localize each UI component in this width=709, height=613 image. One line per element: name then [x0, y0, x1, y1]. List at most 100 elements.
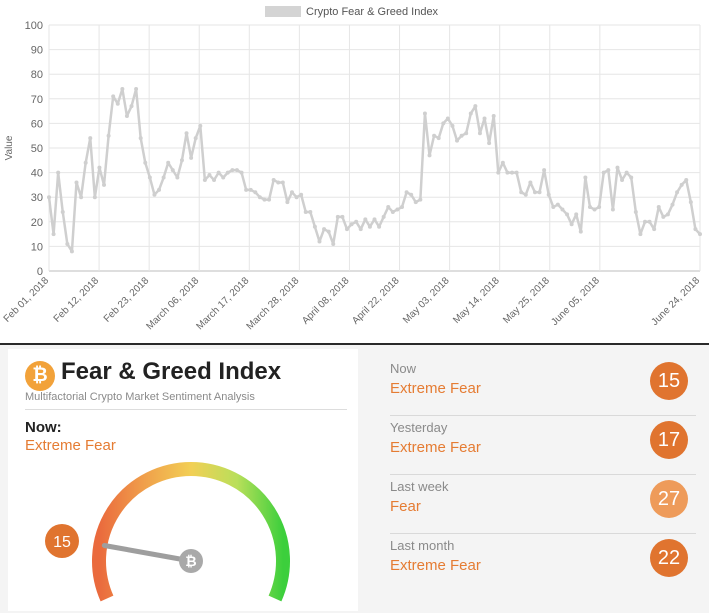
data-point[interactable]: [102, 182, 107, 187]
data-point[interactable]: [225, 170, 230, 175]
data-point[interactable]: [267, 197, 272, 202]
data-point[interactable]: [147, 175, 152, 180]
data-point[interactable]: [578, 229, 583, 234]
data-point[interactable]: [230, 168, 235, 173]
data-point[interactable]: [166, 160, 171, 165]
data-point[interactable]: [253, 190, 258, 195]
data-point[interactable]: [244, 187, 249, 192]
data-point[interactable]: [583, 175, 588, 180]
data-point[interactable]: [665, 212, 670, 217]
data-point[interactable]: [354, 219, 359, 224]
data-point[interactable]: [239, 170, 244, 175]
data-point[interactable]: [88, 136, 93, 141]
data-point[interactable]: [212, 177, 217, 182]
data-point[interactable]: [317, 239, 322, 244]
data-point[interactable]: [262, 197, 267, 202]
data-point[interactable]: [675, 190, 680, 195]
data-point[interactable]: [647, 219, 652, 224]
data-point[interactable]: [179, 158, 184, 163]
data-point[interactable]: [276, 180, 281, 185]
data-point[interactable]: [60, 209, 65, 214]
data-point[interactable]: [216, 170, 221, 175]
data-point[interactable]: [491, 114, 496, 119]
data-point[interactable]: [569, 222, 574, 227]
data-point[interactable]: [477, 131, 482, 136]
data-point[interactable]: [234, 168, 239, 173]
data-point[interactable]: [629, 175, 634, 180]
data-point[interactable]: [459, 133, 464, 138]
data-point[interactable]: [652, 227, 657, 232]
data-point[interactable]: [134, 86, 139, 91]
data-point[interactable]: [248, 187, 253, 192]
data-point[interactable]: [638, 232, 643, 237]
data-point[interactable]: [285, 200, 290, 205]
data-point[interactable]: [193, 136, 198, 141]
data-point[interactable]: [455, 138, 460, 143]
data-point[interactable]: [289, 190, 294, 195]
data-point[interactable]: [175, 175, 180, 180]
data-point[interactable]: [528, 180, 533, 185]
data-point[interactable]: [574, 212, 579, 217]
data-point[interactable]: [189, 155, 194, 160]
data-point[interactable]: [661, 214, 666, 219]
data-point[interactable]: [537, 190, 542, 195]
data-point[interactable]: [542, 168, 547, 173]
data-point[interactable]: [349, 222, 354, 227]
data-point[interactable]: [299, 192, 304, 197]
data-point[interactable]: [308, 209, 313, 214]
data-point[interactable]: [377, 224, 382, 229]
data-point[interactable]: [496, 170, 501, 175]
data-point[interactable]: [500, 160, 505, 165]
data-point[interactable]: [601, 170, 606, 175]
data-point[interactable]: [74, 180, 79, 185]
data-point[interactable]: [97, 165, 102, 170]
data-point[interactable]: [409, 192, 414, 197]
data-point[interactable]: [487, 141, 492, 146]
data-point[interactable]: [92, 195, 97, 200]
data-point[interactable]: [400, 205, 405, 210]
data-point[interactable]: [335, 214, 340, 219]
data-point[interactable]: [198, 123, 203, 128]
data-point[interactable]: [83, 160, 88, 165]
data-point[interactable]: [344, 227, 349, 232]
data-point[interactable]: [111, 94, 116, 99]
data-point[interactable]: [551, 205, 556, 210]
data-point[interactable]: [615, 165, 620, 170]
data-point[interactable]: [620, 177, 625, 182]
data-point[interactable]: [656, 205, 661, 210]
data-point[interactable]: [404, 190, 409, 195]
data-point[interactable]: [161, 175, 166, 180]
data-point[interactable]: [157, 187, 162, 192]
data-point[interactable]: [303, 209, 308, 214]
data-point[interactable]: [202, 177, 207, 182]
data-point[interactable]: [606, 168, 611, 173]
data-point[interactable]: [56, 170, 61, 175]
data-point[interactable]: [519, 190, 524, 195]
data-point[interactable]: [170, 168, 175, 173]
data-point[interactable]: [418, 197, 423, 202]
data-point[interactable]: [47, 195, 51, 200]
data-point[interactable]: [441, 121, 446, 126]
data-point[interactable]: [473, 104, 478, 109]
data-point[interactable]: [124, 114, 129, 119]
data-point[interactable]: [532, 190, 537, 195]
data-point[interactable]: [468, 111, 473, 116]
data-point[interactable]: [610, 207, 615, 212]
data-point[interactable]: [115, 101, 120, 106]
data-point[interactable]: [280, 180, 285, 185]
data-point[interactable]: [51, 232, 56, 237]
data-point[interactable]: [207, 173, 212, 178]
data-point[interactable]: [271, 177, 276, 182]
data-point[interactable]: [679, 182, 684, 187]
data-point[interactable]: [340, 214, 345, 219]
data-point[interactable]: [312, 224, 317, 229]
data-point[interactable]: [381, 214, 386, 219]
data-point[interactable]: [294, 195, 299, 200]
data-point[interactable]: [432, 133, 437, 138]
data-point[interactable]: [427, 153, 432, 158]
data-point[interactable]: [642, 219, 647, 224]
data-point[interactable]: [546, 192, 551, 197]
data-point[interactable]: [464, 131, 469, 136]
data-point[interactable]: [79, 195, 84, 200]
data-point[interactable]: [670, 202, 675, 207]
